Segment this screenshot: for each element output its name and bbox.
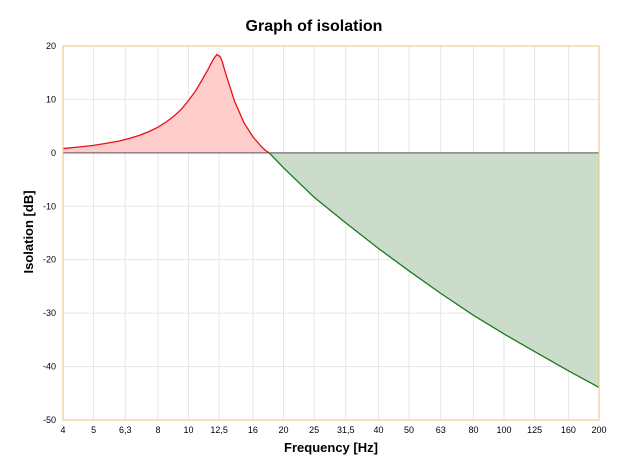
- x-tick-label: 20: [279, 425, 289, 435]
- y-tick-labels: 20 10 0 -10 -20 -30 -40 -50: [43, 41, 56, 425]
- x-axis-label: Frequency [Hz]: [284, 440, 378, 455]
- y-tick-label: 20: [46, 41, 56, 51]
- y-tick-label: -50: [43, 415, 56, 425]
- y-tick-label: -10: [43, 201, 56, 211]
- x-tick-label: 63: [436, 425, 446, 435]
- x-tick-label: 5: [91, 425, 96, 435]
- x-tick-label: 31,5: [337, 425, 355, 435]
- x-tick-label: 125: [527, 425, 542, 435]
- isolation-line: [268, 152, 600, 388]
- y-tick-label: 0: [51, 148, 56, 158]
- amplification-line: [62, 53, 270, 154]
- x-tick-label: 25: [309, 425, 319, 435]
- x-tick-label: 10: [184, 425, 194, 435]
- x-tick-label: 12,5: [210, 425, 228, 435]
- plot-frame: [62, 45, 600, 421]
- x-tick-label: 16: [248, 425, 258, 435]
- x-tick-label: 80: [468, 425, 478, 435]
- x-tick-label: 100: [497, 425, 512, 435]
- area-fills: [63, 54, 599, 388]
- x-tick-label: 160: [561, 425, 576, 435]
- y-tick-label: 10: [46, 94, 56, 104]
- x-tick-label: 8: [155, 425, 160, 435]
- x-tick-label: 40: [373, 425, 383, 435]
- amplification-area: [63, 54, 270, 153]
- y-tick-label: -20: [43, 255, 56, 265]
- y-tick-label: -30: [43, 308, 56, 318]
- isolation-area: [269, 152, 599, 388]
- x-tick-label: 4: [60, 425, 65, 435]
- x-tick-label: 200: [591, 425, 606, 435]
- y-axis-label: Isolation [dB]: [21, 190, 36, 273]
- y-tick-label: -40: [43, 362, 56, 372]
- x-tick-label: 6,3: [119, 425, 132, 435]
- x-tick-label: 50: [404, 425, 414, 435]
- series-lines: [62, 53, 600, 388]
- chart-title: Graph of isolation: [246, 18, 383, 35]
- x-tick-labels: 4 5 6,3 8 10 12,5 16 20 25 31,5 40 50 63 80 100 125 160 2…: [60, 425, 606, 435]
